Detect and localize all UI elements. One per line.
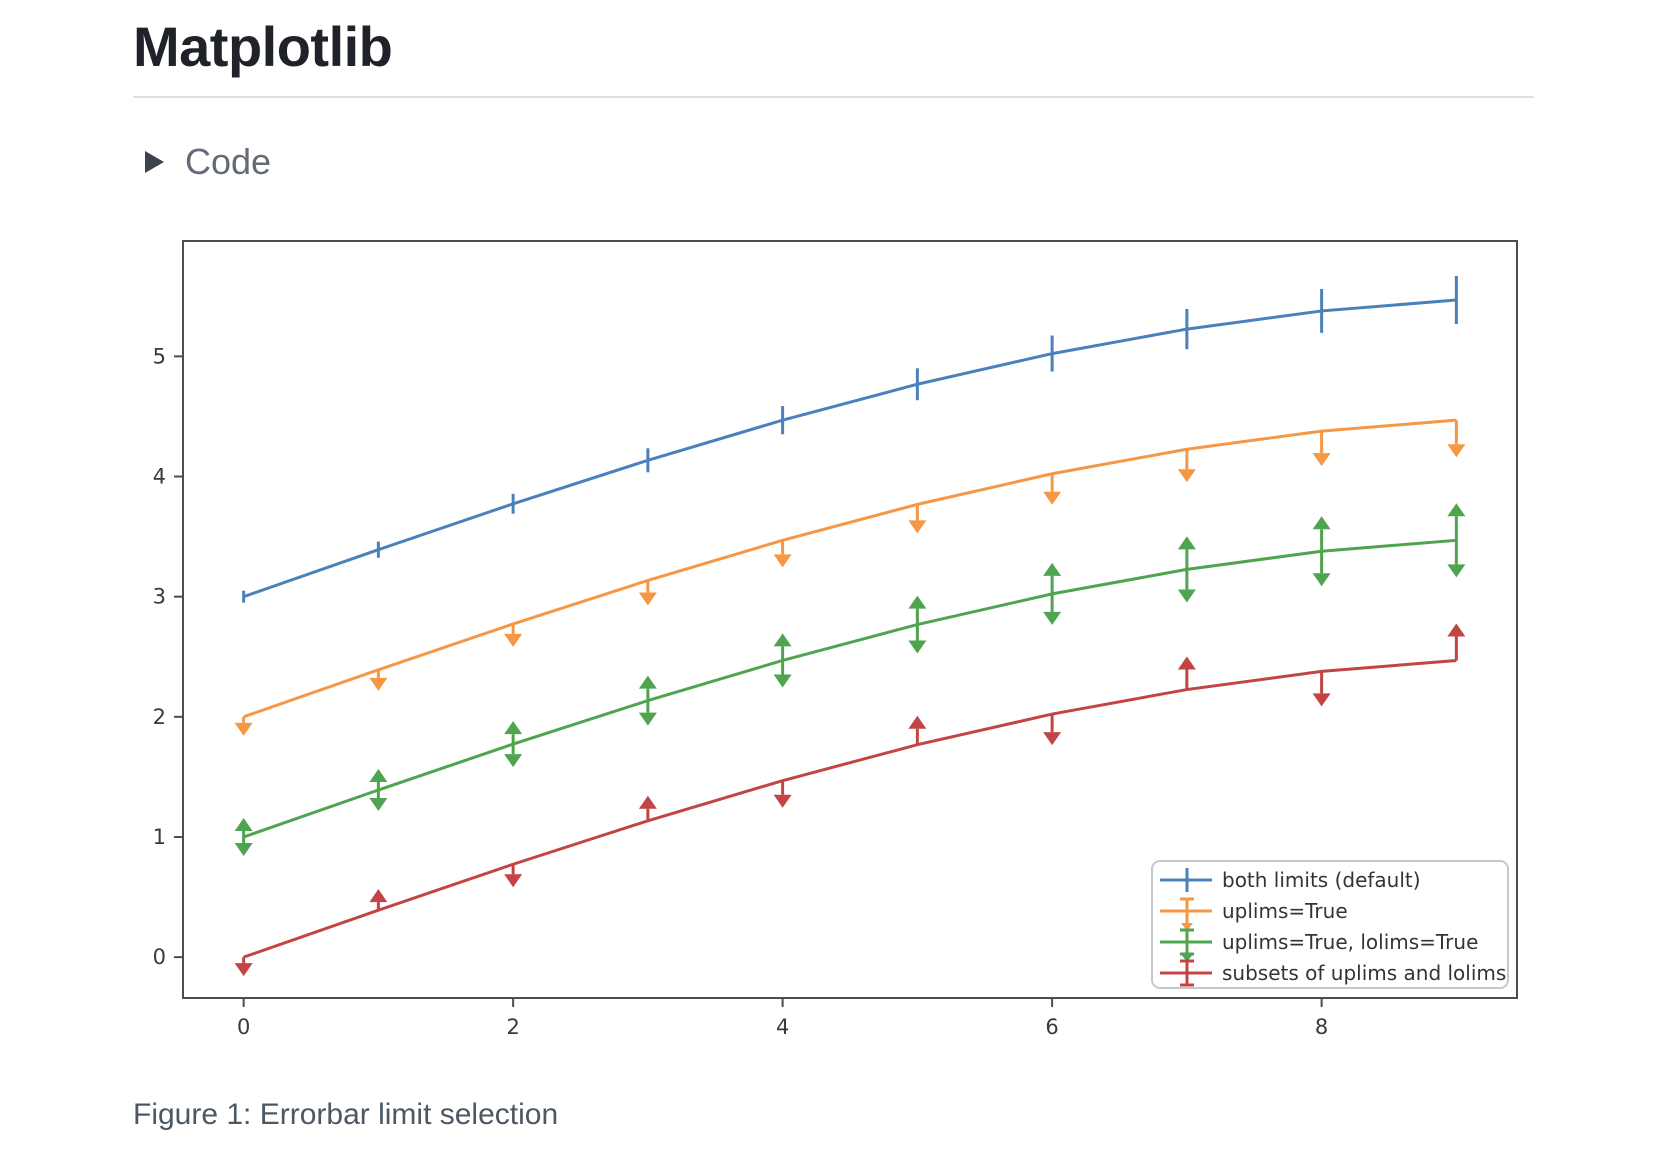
svg-text:8: 8 — [1315, 1015, 1328, 1039]
svg-text:0: 0 — [237, 1015, 250, 1039]
svg-text:3: 3 — [153, 585, 166, 609]
page-title: Matplotlib — [133, 15, 393, 78]
series-4 — [234, 623, 1466, 977]
plot-frame — [182, 240, 1518, 999]
svg-text:both limits (default): both limits (default) — [1222, 868, 1421, 892]
figure-caption: Figure 1: Errorbar limit selection — [133, 1098, 559, 1131]
legend-item: subsets of uplims and lolims — [1160, 959, 1506, 987]
svg-text:subsets of uplims and lolims: subsets of uplims and lolims — [1222, 961, 1506, 985]
triangle-right-icon — [145, 151, 164, 173]
legend: both limits (default) uplims=True uplims=T… — [1151, 860, 1509, 989]
svg-text:2: 2 — [506, 1015, 519, 1039]
figure-output: 0 2 4 6 8 0 1 2 3 4 5 both limits (default) uplims=T… — [153, 240, 1518, 1039]
code-toggle-label: Code — [185, 141, 272, 182]
svg-text:uplims=True: uplims=True — [1222, 899, 1348, 923]
svg-text:1: 1 — [153, 825, 166, 849]
svg-text:uplims=True, lolims=True: uplims=True, lolims=True — [1222, 930, 1478, 954]
svg-text:6: 6 — [1045, 1015, 1058, 1039]
header-divider — [133, 96, 1534, 98]
code-toggle[interactable]: Code — [145, 144, 271, 180]
series-3 — [234, 503, 1466, 856]
svg-text:4: 4 — [153, 465, 166, 489]
svg-text:5: 5 — [153, 344, 166, 368]
y-axis: 0 1 2 3 4 5 — [153, 344, 183, 969]
svg-text:2: 2 — [153, 705, 166, 729]
legend-item: both limits (default) — [1160, 868, 1421, 892]
errorbar-chart: 0 2 4 6 8 0 1 2 3 4 5 both limits (default) uplims=T… — [153, 240, 1518, 1039]
svg-text:0: 0 — [153, 945, 166, 969]
svg-text:4: 4 — [776, 1015, 789, 1039]
legend-item: uplims=True, lolims=True — [1160, 928, 1478, 962]
series-1 — [242, 275, 1458, 603]
x-axis: 0 2 4 6 8 — [237, 998, 1328, 1039]
series-2 — [234, 418, 1466, 736]
legend-item: uplims=True — [1160, 897, 1348, 931]
